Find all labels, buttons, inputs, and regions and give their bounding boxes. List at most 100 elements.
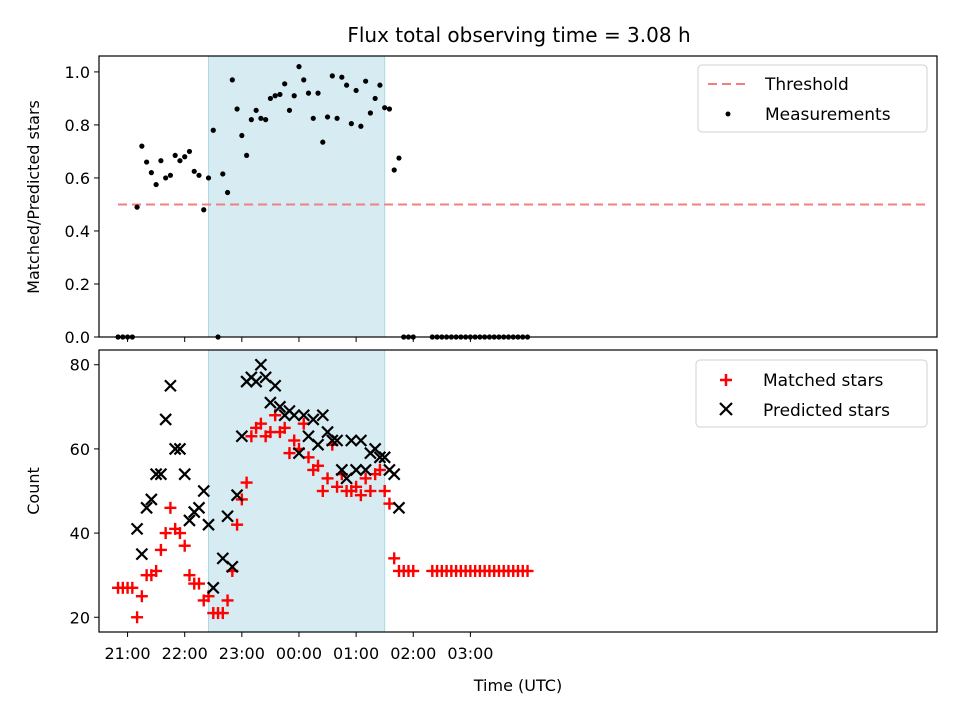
measurement-point [363, 78, 369, 84]
legend-predicted-swatch [719, 402, 733, 416]
matched-star-point [278, 421, 291, 434]
predicted-star-point [387, 467, 401, 481]
measurement-point [186, 148, 193, 155]
top-axes-frame [98, 55, 938, 338]
top-y-tick-label: 0.8 [65, 116, 90, 135]
predicted-star-point [130, 522, 144, 536]
predicted-star-point [206, 581, 220, 595]
predicted-star-point [306, 413, 320, 426]
legend-matched-label: Matched stars [763, 371, 883, 391]
measurement-point [205, 175, 212, 181]
predicted-star-point [226, 560, 239, 574]
measurement-point [267, 95, 274, 102]
predicted-star-point [164, 379, 177, 393]
matched-star-point [135, 590, 148, 603]
matched-star-point [521, 564, 534, 577]
chart-title: Flux total observing time = 3.08 h [347, 23, 690, 47]
measurement-point [343, 82, 350, 88]
measurement-point [191, 168, 197, 174]
measurement-point [248, 117, 254, 123]
matched-star-point [178, 539, 191, 552]
matched-star-point [150, 564, 163, 577]
bottom-y-tick-label: 60 [70, 440, 90, 459]
measurement-point [358, 123, 364, 129]
measurement-point [224, 189, 231, 196]
measurement-point [139, 143, 145, 149]
predicted-star-point [292, 446, 306, 460]
measurement-point [172, 152, 178, 159]
legend-threshold-label: Threshold [764, 75, 849, 95]
measurement-point [315, 90, 321, 96]
measurement-point [153, 181, 159, 188]
measurement-point [282, 81, 288, 87]
bottom-shaded-region [208, 350, 385, 632]
predicted-star-point [392, 501, 406, 515]
top-y-axis-label: Matched/Predicted stars [24, 100, 43, 294]
matched-star-point [331, 480, 344, 493]
matched-star-point [192, 577, 205, 590]
matched-star-point [221, 594, 234, 607]
measurement-point [253, 107, 259, 113]
matched-star-point [240, 476, 253, 489]
measurement-point [382, 105, 388, 111]
top-y-tick-label: 0.6 [65, 169, 90, 188]
predicted-star-point [316, 408, 330, 422]
predicted-star-point [254, 358, 268, 372]
predicted-star-point [202, 518, 215, 531]
measurement-point [244, 152, 250, 159]
matched-star-point [354, 489, 367, 502]
matched-star-point [254, 417, 267, 430]
measurement-point [182, 154, 188, 160]
measurement-point [301, 77, 307, 83]
measurement-point [144, 159, 150, 165]
predicted-star-point [297, 408, 311, 422]
measurement-point [210, 127, 216, 133]
predicted-star-point [330, 434, 344, 447]
predicted-star-point [311, 438, 325, 451]
predicted-star-point [268, 379, 282, 393]
measurement-point [386, 106, 393, 112]
predicted-star-point [359, 463, 372, 477]
x-axis-label: Time (UTC) [473, 676, 562, 695]
measurement-point [196, 172, 202, 178]
matched-star-point [131, 611, 144, 624]
bottom-y-axis-label: Count [24, 467, 43, 515]
bottom-legend: Matched stars Predicted stars [695, 359, 928, 428]
predicted-star-point [145, 493, 158, 506]
measurement-point [163, 175, 169, 181]
predicted-star-point [273, 400, 287, 414]
predicted-star-point [326, 434, 339, 447]
predicted-star-point [168, 442, 182, 456]
predicted-star-point [135, 547, 149, 561]
x-tick-label: 01:00 [333, 644, 379, 663]
predicted-star-point [349, 463, 363, 477]
measurement-point [263, 117, 269, 123]
top-y-ticks: 0.0 0.2 0.4 0.6 0.8 1.0 [65, 63, 99, 347]
matched-star-point [364, 485, 377, 497]
measurement-point [334, 115, 340, 121]
measurement-point [167, 172, 174, 178]
measurement-point [305, 90, 312, 96]
predicted-star-point [230, 488, 244, 502]
measurement-point [177, 158, 183, 164]
measurement-point [134, 204, 140, 210]
predicted-stars-points [130, 358, 406, 595]
measurement-point [396, 155, 402, 161]
top-y-tick-label: 0.2 [65, 275, 90, 294]
legend-matched-swatch [720, 374, 732, 386]
bottom-x-ticks: 21:00 22:00 23:00 00:00 01:00 02:00 03:00 [105, 632, 493, 663]
measurement-point [286, 107, 293, 113]
predicted-star-point [354, 434, 368, 447]
x-tick-label: 21:00 [105, 644, 151, 663]
bottom-axes-frame [98, 349, 938, 633]
measurement-point [372, 95, 378, 102]
top-y-tick-label: 1.0 [65, 63, 90, 82]
matched-star-point [288, 434, 301, 447]
matched-star-point [321, 472, 334, 485]
matched-star-point [388, 552, 401, 565]
top-legend: Threshold Measurements [697, 64, 928, 133]
legend-measurements-label: Measurements [765, 105, 891, 125]
predicted-star-point [335, 463, 349, 477]
measurement-point [258, 115, 264, 121]
predicted-star-point [173, 442, 187, 456]
